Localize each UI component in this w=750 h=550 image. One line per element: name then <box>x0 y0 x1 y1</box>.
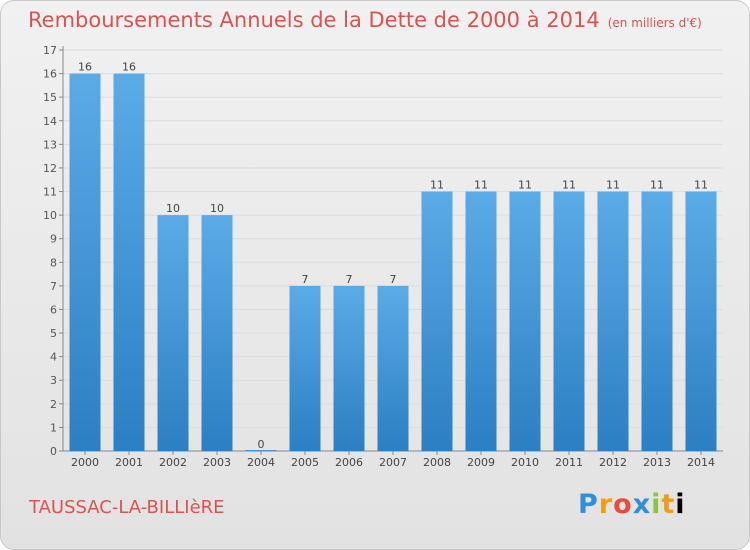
bar-2001 <box>113 73 145 452</box>
bar-value-label: 16 <box>78 61 92 74</box>
x-tick-label: 2014 <box>687 456 715 469</box>
bar-2012 <box>597 191 629 451</box>
bar-value-label: 11 <box>562 179 576 192</box>
x-tick-label: 2004 <box>247 456 275 469</box>
y-tick-label: 12 <box>43 162 57 175</box>
y-tick-label: 4 <box>50 351 57 364</box>
y-tick-label: 5 <box>50 327 57 340</box>
y-tick-label: 6 <box>50 303 57 316</box>
y-tick-label: 3 <box>50 374 57 387</box>
bar-value-label: 11 <box>430 179 444 192</box>
y-tick-label: 0 <box>50 445 57 458</box>
bar-2000 <box>69 73 101 452</box>
bar-2002 <box>157 215 189 451</box>
x-tick-label: 2007 <box>379 456 407 469</box>
bar-value-label: 11 <box>518 179 532 192</box>
x-tick-label: 2003 <box>203 456 231 469</box>
bar-2014 <box>685 191 717 451</box>
chart-unit: (en milliers d'€) <box>607 16 702 30</box>
y-tick-label: 14 <box>43 115 57 128</box>
bar-2011 <box>553 191 585 451</box>
y-tick-label: 2 <box>50 398 57 411</box>
y-tick-label: 10 <box>43 209 57 222</box>
bar-2004 <box>245 450 277 451</box>
bar-2013 <box>641 191 673 451</box>
y-tick-label: 17 <box>43 44 57 57</box>
bar-value-label: 7 <box>302 273 309 286</box>
y-tick-label: 9 <box>50 233 57 246</box>
x-tick-label: 2009 <box>467 456 495 469</box>
bar-value-label: 16 <box>122 61 136 74</box>
bar-value-label: 0 <box>258 438 265 451</box>
bar-value-label: 10 <box>210 202 224 215</box>
y-tick-label: 15 <box>43 91 57 104</box>
bar-value-label: 7 <box>390 273 397 286</box>
x-tick-label: 2013 <box>643 456 671 469</box>
proxiti-logo: Proxiti <box>578 489 686 520</box>
x-tick-label: 2010 <box>511 456 539 469</box>
y-tick-label: 1 <box>50 421 57 434</box>
town-name: TAUSSAC-LA-BILLIèRE <box>29 497 225 518</box>
x-tick-label: 2008 <box>423 456 451 469</box>
y-tick-label: 13 <box>43 138 57 151</box>
y-tick-label: 8 <box>50 256 57 269</box>
bar-2007 <box>377 285 409 451</box>
bar-2003 <box>201 215 233 451</box>
bars <box>69 73 717 452</box>
x-tick-label: 2006 <box>335 456 363 469</box>
bar-2006 <box>333 285 365 451</box>
y-tick-label: 7 <box>50 280 57 293</box>
x-tick-label: 2000 <box>71 456 99 469</box>
bar-2005 <box>289 285 321 451</box>
y-tick-label: 11 <box>43 186 57 199</box>
bar-value-label: 10 <box>166 202 180 215</box>
chart-title-text: Remboursements Annuels de la Dette de 20… <box>28 8 600 32</box>
labels: 16 2000 16 2001 10 2002 10 2003 0 2004 7 2005 7 2006 7… <box>71 61 715 469</box>
bar-2010 <box>509 191 541 451</box>
bar-2008 <box>421 191 453 451</box>
bar-value-label: 11 <box>606 179 620 192</box>
bar-2009 <box>465 191 497 451</box>
bar-value-label: 11 <box>694 179 708 192</box>
bar-value-label: 7 <box>346 273 353 286</box>
bar-value-label: 11 <box>474 179 488 192</box>
x-tick-label: 2005 <box>291 456 319 469</box>
x-tick-label: 2002 <box>159 456 187 469</box>
bar-value-label: 11 <box>650 179 664 192</box>
y-tick-label: 16 <box>43 68 57 81</box>
x-tick-label: 2011 <box>555 456 583 469</box>
x-tick-label: 2001 <box>115 456 143 469</box>
chart-title: Remboursements Annuels de la Dette de 20… <box>28 8 702 32</box>
x-tick-label: 2012 <box>599 456 627 469</box>
